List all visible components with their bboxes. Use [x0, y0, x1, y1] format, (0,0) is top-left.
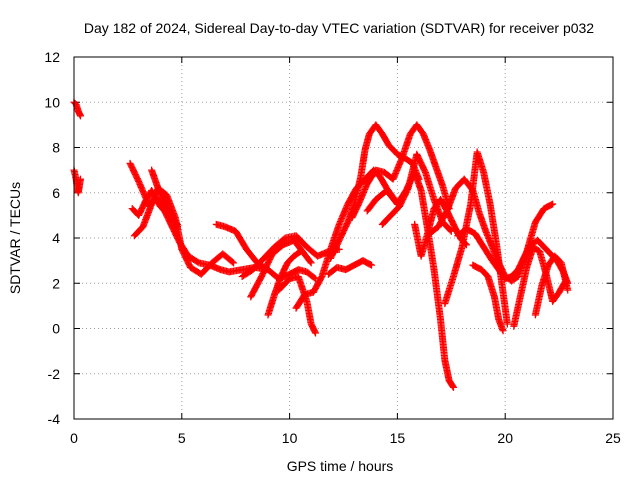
data-point — [311, 329, 319, 337]
series-sat-v — [469, 261, 507, 335]
x-tick-label: 10 — [282, 430, 298, 446]
y-tick-label: 10 — [44, 94, 60, 110]
plot-frame — [73, 56, 614, 420]
series-sat-k — [275, 272, 319, 337]
y-tick-label: 6 — [52, 185, 60, 201]
y-tick-label: 2 — [52, 275, 60, 291]
x-axis-title: GPS time / hours — [287, 458, 394, 474]
data-point — [449, 383, 457, 391]
data-point — [307, 259, 315, 267]
data-point — [230, 259, 238, 267]
series-sat-b — [70, 166, 84, 197]
series-sat-f — [148, 166, 181, 231]
series-sat-i — [247, 236, 315, 301]
x-tick-label: 0 — [70, 430, 78, 446]
y-tick-label: 12 — [44, 49, 60, 65]
data-point — [449, 382, 457, 390]
series-sat-o — [348, 121, 453, 222]
series-sat-a — [70, 98, 84, 120]
y-tick-label: 8 — [52, 140, 60, 156]
data-point — [564, 286, 572, 294]
x-tick-label: 20 — [497, 430, 513, 446]
y-tick-label: -4 — [48, 411, 61, 427]
series-sat-l — [292, 166, 401, 312]
data-point — [306, 258, 314, 266]
data-point — [310, 274, 318, 282]
data-point — [173, 223, 181, 231]
data-point — [499, 327, 507, 335]
data-point — [295, 248, 303, 256]
data-point — [76, 112, 84, 120]
data-point — [549, 200, 557, 208]
data-point — [296, 248, 304, 256]
data-point — [76, 175, 84, 183]
data-points — [70, 98, 572, 391]
data-point — [228, 258, 236, 266]
y-axis-title: SDTVAR / TECUs — [7, 182, 23, 294]
series-sat-q — [378, 150, 455, 235]
chart-title: Day 182 of 2024, Sidereal Day-to-day VTE… — [84, 20, 594, 36]
series-sat-x — [531, 252, 572, 319]
y-tick-label: -2 — [48, 366, 61, 382]
series-sat-m — [324, 257, 376, 278]
series-sat-j — [264, 248, 304, 319]
x-tick-label: 15 — [390, 430, 406, 446]
x-tick-label: 25 — [605, 430, 621, 446]
y-tick-label: 4 — [52, 230, 60, 246]
y-tick-label: 0 — [52, 321, 60, 337]
data-point — [368, 261, 376, 269]
series-sat-w — [510, 243, 570, 330]
data-point — [503, 320, 511, 328]
x-tick-label: 5 — [178, 430, 186, 446]
